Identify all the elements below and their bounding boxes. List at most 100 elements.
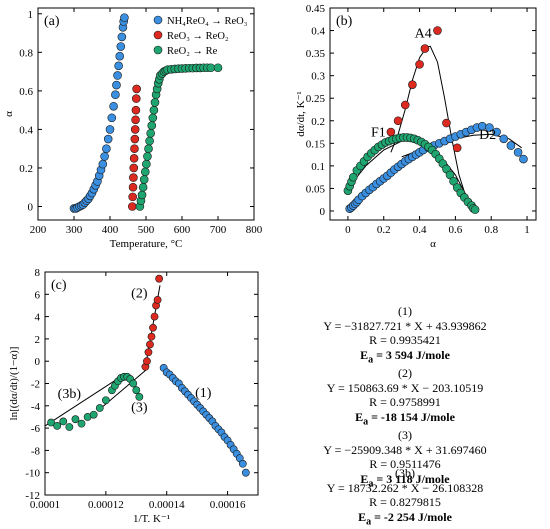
y-tick-label: 0.15 — [306, 138, 326, 150]
y-tick-label: 0.6 — [19, 86, 33, 98]
equation-block-3b: (3b) Y = 18732.262 * X − 26.108328 R = 0… — [285, 466, 525, 529]
data-point — [102, 397, 109, 404]
x-tick-label: 0.00014 — [149, 499, 185, 511]
x-tick-label: 0.00012 — [88, 499, 124, 511]
x-tick-label: 200 — [30, 224, 47, 236]
data-point — [239, 460, 246, 467]
data-point — [151, 313, 158, 320]
activation-energy: Ea = 3 594 J/mole — [285, 348, 525, 368]
x-axis-label: 1/T, K⁻¹ — [133, 513, 170, 522]
equation-block-2: (2) Y = 150863.69 * X − 203.10519 R = 0.… — [285, 366, 525, 429]
data-point — [130, 380, 137, 387]
y-tick-label: 0.45 — [306, 3, 326, 15]
equation-label: (1) — [285, 304, 525, 319]
data-point — [394, 117, 402, 125]
y-tick-label: -4 — [31, 401, 41, 413]
data-point — [106, 125, 114, 133]
y-axis-label: α — [3, 111, 15, 117]
data-point — [129, 174, 137, 182]
data-point — [99, 160, 107, 168]
data-point — [139, 183, 147, 191]
y-tick-label: -8 — [31, 445, 41, 457]
data-point — [101, 152, 109, 160]
data-point — [149, 324, 156, 331]
legend-marker — [154, 31, 162, 39]
x-tick-label: 800 — [246, 224, 263, 236]
x-tick-label: 600 — [174, 224, 191, 236]
data-point — [60, 418, 67, 425]
data-point — [115, 62, 123, 70]
x-tick-label: 0.2 — [377, 224, 391, 236]
data-point — [143, 152, 151, 160]
plot-frame — [45, 272, 258, 495]
data-point — [128, 203, 136, 211]
data-point — [147, 129, 155, 137]
x-tick-label: 400 — [102, 224, 119, 236]
panel-label: (a) — [44, 14, 60, 29]
y-tick-label: 6 — [35, 289, 41, 301]
legend-marker — [154, 16, 162, 24]
equation-block-1: (1) Y = −31827.721 * X + 43.939862 R = 0… — [285, 304, 525, 367]
data-point — [442, 119, 450, 127]
y-tick-label: -12 — [25, 490, 40, 502]
equation-text: Y = −25909.348 * X + 31.697460 — [285, 443, 525, 458]
legend-marker — [154, 46, 162, 54]
data-point — [507, 142, 515, 150]
data-point — [78, 420, 85, 427]
data-point — [146, 137, 154, 145]
annotation-label: A4 — [415, 26, 432, 41]
legend-label: NH₄ReO₄ → ReO₃ — [167, 16, 248, 27]
data-point — [110, 102, 118, 110]
data-point — [130, 145, 138, 153]
y-tick-label: -2 — [31, 379, 40, 391]
data-point — [433, 27, 441, 35]
data-point — [132, 106, 140, 114]
data-point — [132, 116, 140, 124]
data-point — [133, 85, 141, 93]
data-point — [102, 145, 110, 153]
data-point — [453, 144, 461, 152]
data-point — [104, 135, 112, 143]
data-point — [143, 358, 150, 365]
x-tick-label: 500 — [138, 224, 155, 236]
data-point — [150, 106, 158, 114]
y-tick-label: 0.1 — [311, 161, 325, 173]
x-tick-label: 1 — [524, 224, 530, 236]
y-tick-label: 0.4 — [311, 26, 325, 38]
activation-energy: Ea = -18 154 J/mole — [285, 410, 525, 430]
y-tick-label: 0.05 — [306, 183, 326, 195]
plot-frame — [330, 8, 536, 220]
data-point — [145, 145, 153, 153]
y-tick-label: -6 — [31, 423, 41, 435]
legend-label: ReO₂ → Re — [167, 46, 218, 57]
y-tick-label: 0.8 — [19, 47, 33, 59]
equation-r: R = 0.9758991 — [285, 395, 525, 410]
x-axis-label: α — [430, 238, 436, 250]
data-point — [129, 193, 137, 201]
y-axis-label: dα/dt, K⁻¹ — [295, 91, 307, 136]
data-point — [148, 333, 155, 340]
data-point — [66, 423, 73, 430]
data-point — [519, 155, 527, 163]
data-point — [154, 296, 161, 303]
equation-text: Y = 150863.69 * X − 203.10519 — [285, 381, 525, 396]
y-tick-label: 0.35 — [306, 48, 326, 60]
data-point — [207, 64, 215, 72]
equation-text: Y = −31827.721 * X + 43.939862 — [285, 319, 525, 334]
data-point — [116, 52, 124, 60]
data-point — [130, 154, 138, 162]
data-point — [120, 14, 128, 22]
data-point — [421, 45, 429, 53]
x-tick-label: 0.00016 — [210, 499, 246, 511]
data-point — [132, 95, 140, 103]
data-point — [131, 135, 139, 143]
data-point — [149, 114, 157, 122]
annotation-label: (3b) — [58, 387, 82, 402]
x-tick-label: 0 — [345, 224, 351, 236]
data-point — [96, 404, 103, 411]
data-point — [471, 206, 479, 214]
annotation-label: (2) — [131, 287, 148, 302]
x-tick-label: 0.8 — [484, 224, 498, 236]
